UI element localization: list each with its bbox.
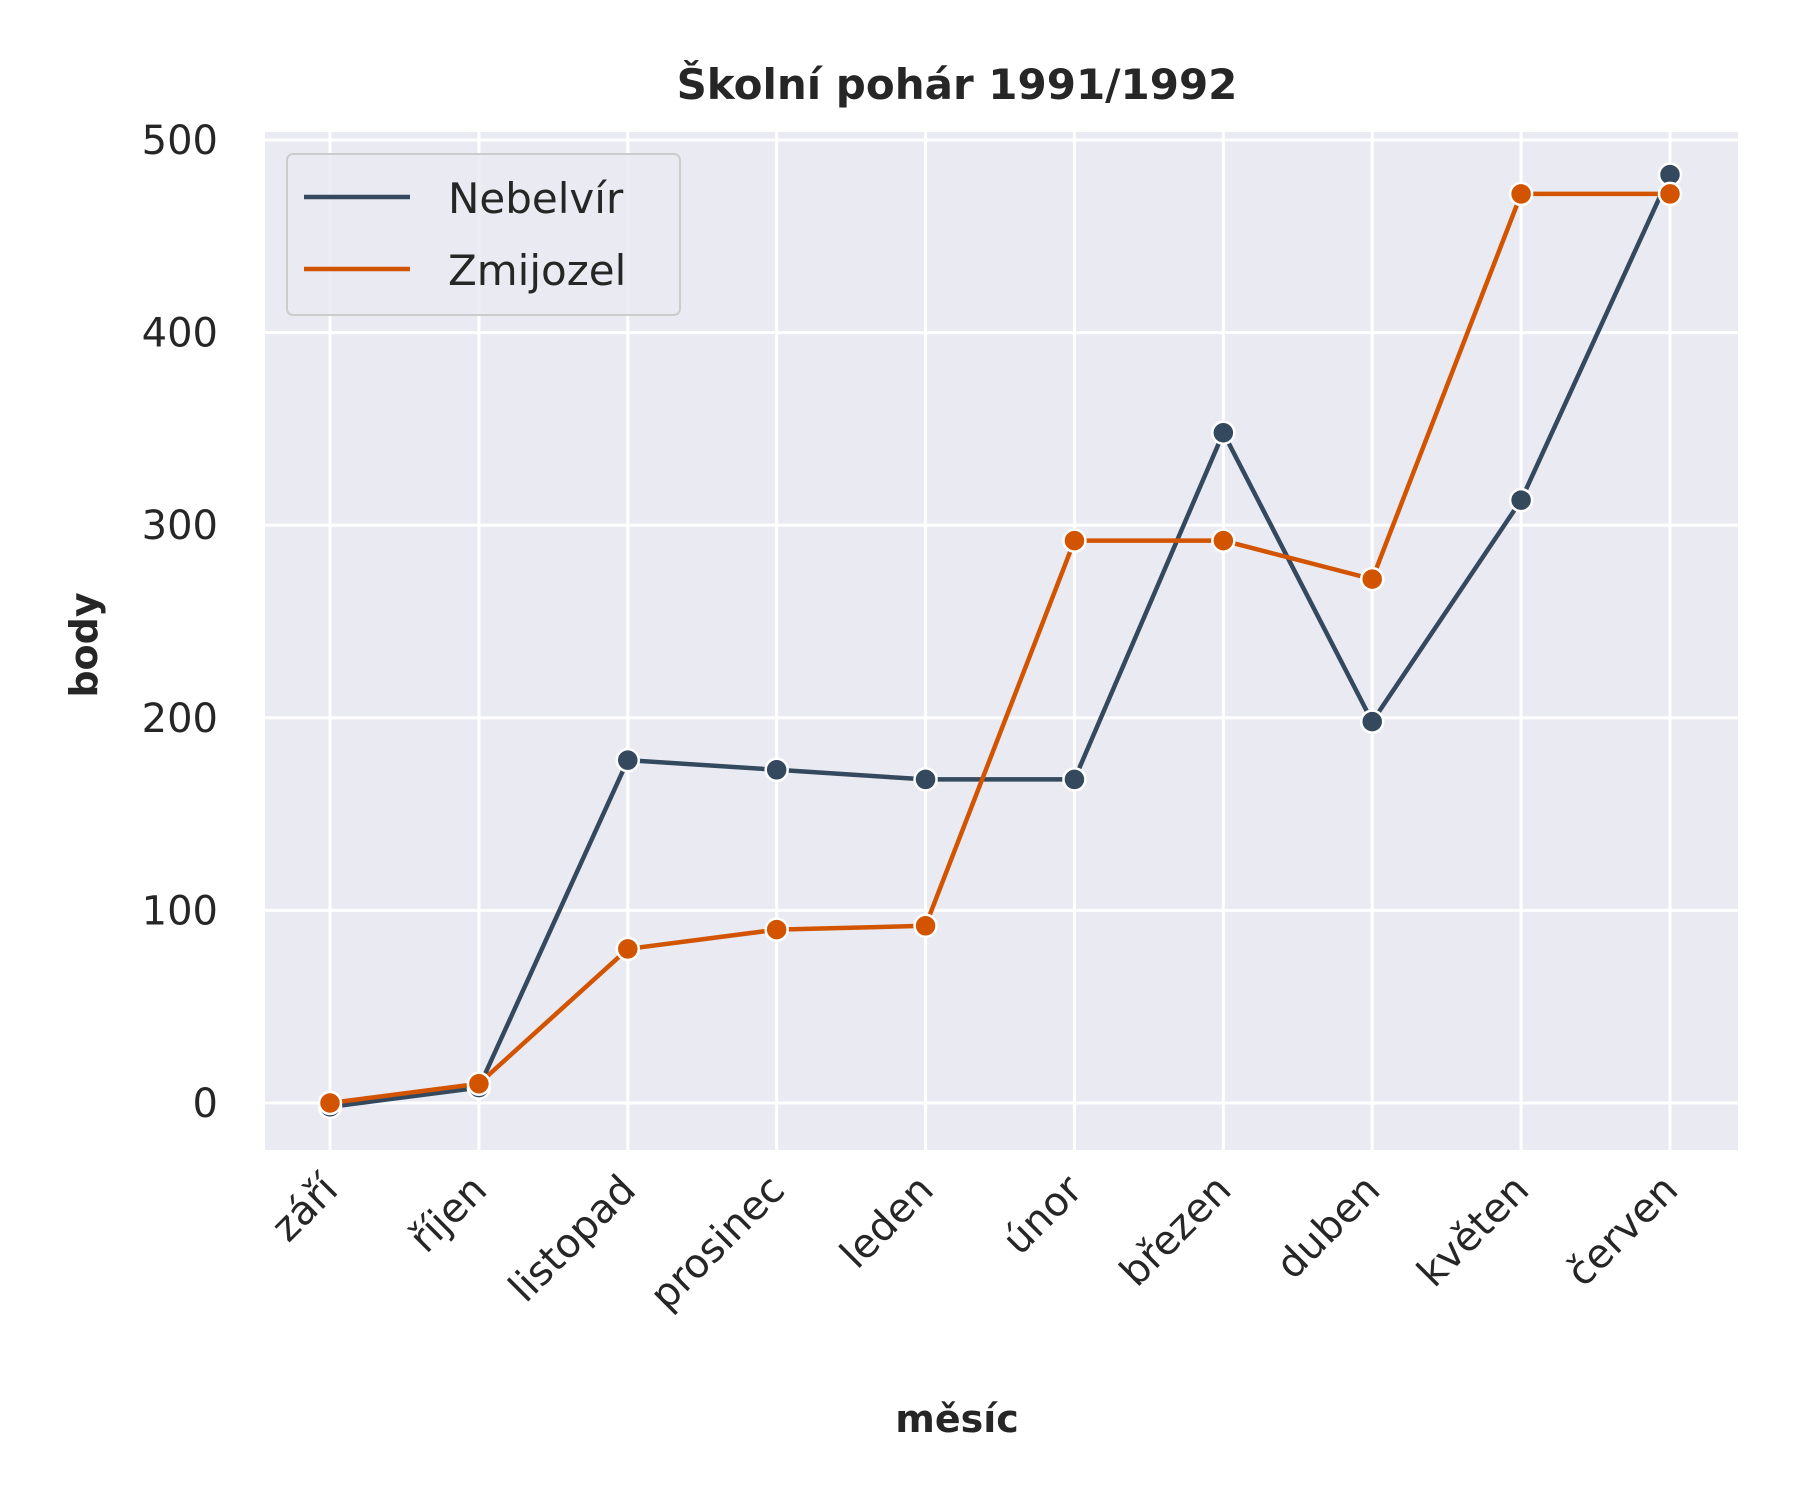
x-tick-label: listopad — [500, 1167, 645, 1312]
x-tick-label: březen — [1111, 1167, 1240, 1296]
data-point — [466, 1071, 492, 1096]
data-point — [1211, 528, 1236, 553]
y-tick-label: 300 — [142, 503, 218, 549]
x-tick-label: únor — [994, 1166, 1092, 1264]
x-tick-label: říjen — [401, 1167, 496, 1262]
series-layer — [317, 162, 1683, 1120]
data-point — [1508, 487, 1534, 513]
y-tick-label: 200 — [142, 696, 218, 742]
y-axis-label: body — [62, 592, 106, 698]
series-line — [329, 191, 1670, 1106]
data-point — [615, 747, 641, 773]
x-tick-label: červen — [1558, 1167, 1687, 1296]
y-tick-label: 500 — [142, 118, 218, 164]
series-2 — [317, 181, 1683, 1116]
data-point — [317, 1090, 343, 1116]
x-tick-label: duben — [1268, 1167, 1390, 1289]
legend: Nebelvír Zmijozel — [286, 153, 681, 316]
data-point — [1359, 709, 1385, 734]
series-line — [329, 173, 1673, 1110]
data-point — [1062, 528, 1087, 553]
data-point — [1211, 420, 1236, 446]
chart-title: Školní pohár 1991/1992 — [677, 59, 1238, 109]
data-point — [764, 917, 789, 942]
data-point — [1657, 181, 1683, 207]
legend-box — [286, 153, 681, 316]
data-point — [1359, 566, 1385, 592]
data-point — [764, 757, 789, 783]
x-tick-label: září — [263, 1165, 349, 1251]
data-point — [1062, 767, 1087, 792]
y-tick-label: 0 — [193, 1081, 218, 1127]
legend-label-nebelvir: Nebelvír — [448, 174, 624, 223]
y-axis-ticks: 0 100 200 300 400 500 — [142, 118, 218, 1127]
x-tick-label: prosinec — [641, 1167, 793, 1319]
y-tick-label: 100 — [142, 888, 218, 934]
y-tick-label: 400 — [142, 311, 218, 357]
data-point — [913, 767, 938, 792]
data-point — [913, 913, 938, 939]
legend-label-zmijozel: Zmijozel — [448, 246, 626, 295]
data-point — [1508, 181, 1534, 207]
x-axis-label: měsíc — [895, 1397, 1019, 1441]
data-point — [615, 936, 641, 962]
x-tick-label: leden — [832, 1167, 943, 1278]
x-tick-label: květen — [1409, 1167, 1538, 1296]
